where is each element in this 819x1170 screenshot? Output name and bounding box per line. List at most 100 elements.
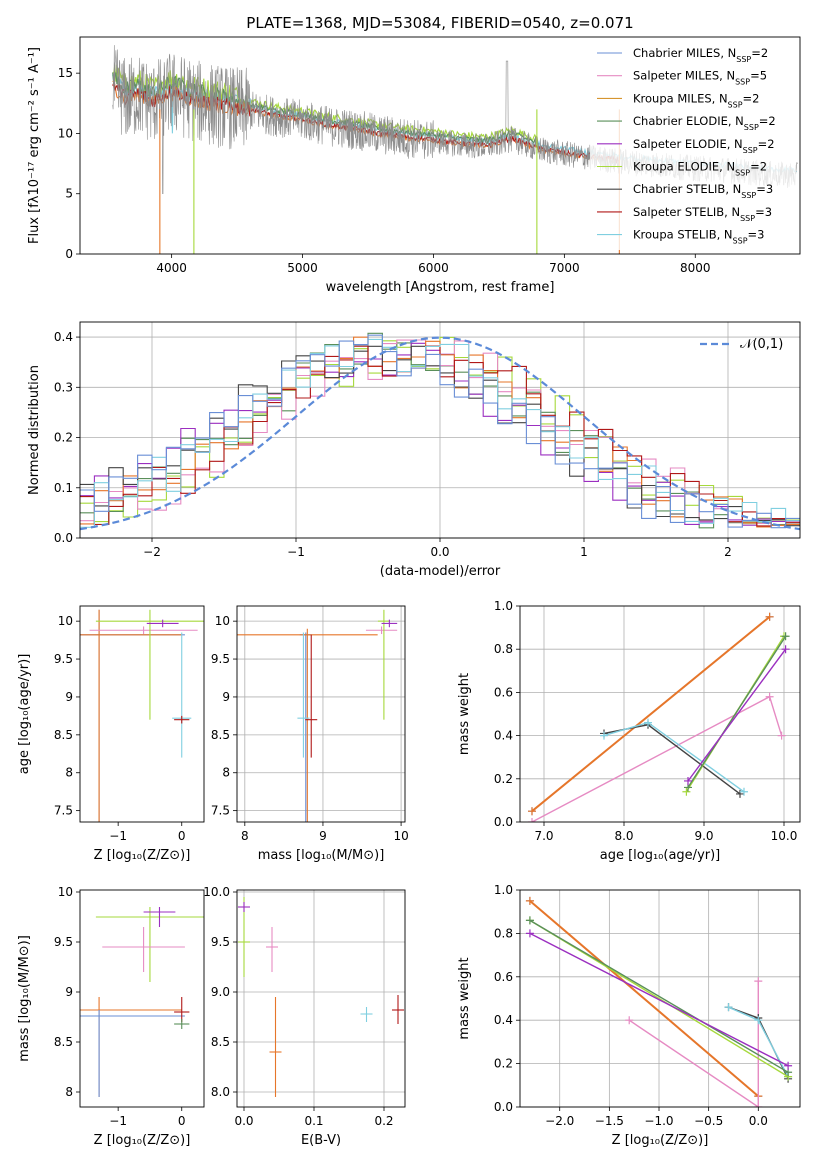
legend-entry-kroupa_stelib: Kroupa STELIB, NSSP=3 <box>633 228 764 246</box>
weight-marker-salpeter_miles <box>625 1016 634 1025</box>
weight-marker-kroupa_stelib <box>754 1016 763 1025</box>
x-tick-label: 7.0 <box>534 829 553 843</box>
x-axis-label: age [log₁₀(age/yr)] <box>600 848 721 863</box>
weight-line-salpeter_elodie <box>529 932 789 1067</box>
y-axis-label: mass weight <box>457 673 472 755</box>
panel-age_vs_Z: −1 0 7.5 8 8.5 9 9.5 10 Z [log₁₀(Z/Z⊙)] age [log₁… <box>17 605 205 863</box>
y-tick-label: 0.3 <box>54 380 73 394</box>
x-tick-label: 1 <box>580 545 588 559</box>
y-axis-label: mass [log₁₀(M/M⊙)] <box>17 935 32 1062</box>
legend-suffix: =3 <box>756 182 773 196</box>
x-tick-label: −2 <box>143 545 161 559</box>
weight-marker-chabrier_elodie <box>525 916 534 925</box>
error-point-salpeter_stelib <box>174 997 190 1022</box>
weight-marker-kroupa_stelib <box>724 1003 733 1012</box>
error-point-salpeter_stelib <box>174 715 190 724</box>
y-tick-label: 9.0 <box>211 985 230 999</box>
y-tick-label: 0.2 <box>54 431 73 445</box>
y-tick-label: 7.5 <box>54 804 73 818</box>
y-tick-label: 9.5 <box>211 935 230 949</box>
weight-marker-kroupa_stelib <box>600 731 608 740</box>
legend-box <box>590 44 796 250</box>
plot-area <box>80 332 800 531</box>
plot-area <box>528 612 790 822</box>
x-axis-label: (data-model)/error <box>380 564 501 579</box>
x-tick-label: 0.0 <box>430 545 449 559</box>
weight-marker-kroupa_elodie <box>682 787 691 796</box>
legend-entry-chabrier_miles: Chabrier MILES, NSSP=2 <box>633 46 768 64</box>
error-point-chabrier_miles <box>80 1010 185 1097</box>
legend-text: Chabrier STELIB, N <box>633 182 741 196</box>
y-tick-label: 0.0 <box>494 815 513 829</box>
x-axis-label: mass [log₁₀(M/M⊙)] <box>258 848 385 863</box>
legend-text: Kroupa ELODIE, N <box>633 160 735 174</box>
weight-line-chabrier_elodie <box>529 919 789 1073</box>
legend-text: Salpeter MILES, N <box>633 69 735 83</box>
weight-marker-salpeter_miles <box>754 977 763 986</box>
y-tick-label: 0.8 <box>494 642 513 656</box>
x-tick-label: 10.0 <box>771 829 798 843</box>
y-tick-label: 7.5 <box>211 804 230 818</box>
y-tick-label: 0.6 <box>494 685 513 699</box>
legend-subscript: SSP <box>744 123 759 132</box>
y-tick-label: 0.6 <box>494 970 513 984</box>
weight-marker-salpeter_elodie <box>525 929 534 938</box>
weight-marker-kroupa_stelib <box>644 718 652 727</box>
legend-suffix: =2 <box>758 137 775 151</box>
axes-frame <box>79 36 801 255</box>
y-tick-label: 8.5 <box>54 1035 73 1049</box>
error-point-kroupa_stelib <box>172 632 192 758</box>
weight-line-chabrier_elodie <box>687 635 787 788</box>
plot-area <box>80 907 204 1097</box>
error-point-salpeter_elodie <box>238 902 250 912</box>
weight-marker-kroupa_stelib <box>740 787 748 796</box>
x-tick-label: −2.0 <box>545 1114 574 1128</box>
weight-marker-orange_model <box>525 896 534 905</box>
legend-text: Chabrier ELODIE, N <box>633 114 744 128</box>
legend-suffix: =2 <box>759 114 776 128</box>
weight-marker-orange_model <box>765 612 774 621</box>
error-point-salpeter_elodie <box>143 907 176 927</box>
weight-marker-salpeter_miles <box>765 692 774 701</box>
x-axis-label: Z [log₁₀(Z/Z⊙)] <box>94 848 191 863</box>
legend-subscript: SSP <box>733 236 748 245</box>
y-tick-label: 9.5 <box>54 652 73 666</box>
weight-line-salpeter_miles <box>531 695 783 822</box>
axes-frame <box>79 889 205 1108</box>
legend-entry-salpeter_miles: Salpeter MILES, NSSP=5 <box>633 69 767 87</box>
legend-entry-salpeter_elodie: Salpeter ELODIE, NSSP=2 <box>633 137 775 155</box>
residual-histogram-chabrier_miles <box>80 334 800 529</box>
x-tick-label: 6000 <box>418 261 449 275</box>
weight-line-salpeter_elodie <box>687 648 787 782</box>
y-tick-label: 9 <box>222 690 230 704</box>
plot-area <box>238 897 404 1097</box>
x-tick-label: 8 <box>241 829 249 843</box>
legend-suffix: =3 <box>755 205 772 219</box>
weight-marker-salpeter_miles <box>528 818 536 822</box>
error-point-salpeter_miles <box>102 927 185 972</box>
legend-suffix: =5 <box>750 69 767 83</box>
y-tick-label: 8 <box>65 766 73 780</box>
x-tick-label: 4000 <box>156 261 187 275</box>
x-tick-label: 9.0 <box>694 829 713 843</box>
plot-area <box>525 896 793 1107</box>
figure-title: PLATE=1368, MJD=53084, FIBERID=0540, z=0… <box>246 14 633 32</box>
error-point-chabrier_elodie <box>174 1019 190 1029</box>
axes-frame <box>236 889 406 1108</box>
x-tick-label: 8000 <box>680 261 711 275</box>
legend-text: Salpeter ELODIE, N <box>633 137 743 151</box>
x-tick-label: −0.5 <box>694 1114 723 1128</box>
error-point-kroupa_elodie <box>95 907 204 982</box>
x-axis-label: Z [log₁₀(Z/Z⊙)] <box>612 1133 709 1148</box>
panel-weight_vs_age: 7.0 8.0 9.0 10.0 0.0 0.2 0.4 0.6 0.8 1.0 age [log₁… <box>457 599 801 863</box>
panel-mass_vs_ebv: 0.0 0.1 0.2 8.0 8.5 9.0 9.5 10.0 E(B-V) <box>203 885 406 1148</box>
legend-subscript: SSP <box>740 213 755 222</box>
y-tick-label: 0 <box>65 247 73 261</box>
weight-marker-salpeter_miles <box>777 731 786 740</box>
y-tick-label: 10 <box>58 126 73 140</box>
weight-line-orange_model <box>529 900 759 1097</box>
y-tick-label: 0.4 <box>494 1013 513 1027</box>
x-axis-label: E(B-V) <box>301 1133 341 1148</box>
legend-suffix: =2 <box>743 91 760 105</box>
